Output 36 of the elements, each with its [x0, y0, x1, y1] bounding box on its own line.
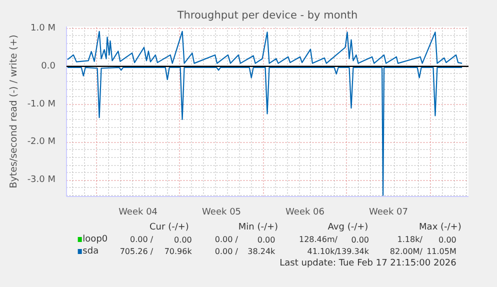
text: 0.00 — [351, 236, 370, 244]
text: 70.96k — [164, 247, 192, 256]
line-series — [66, 30, 463, 64]
text: 0.00 — [174, 236, 192, 244]
text: Last update: Tue Feb 17 21:15:00 2026 — [280, 258, 457, 268]
text: 0.00 / — [214, 247, 238, 256]
text: 82.00M/ — [390, 247, 423, 256]
text: 0.00 — [257, 236, 276, 244]
x-tick-label: Week 05 — [202, 208, 242, 218]
chart-title: Throughput per device - by month — [176, 10, 358, 22]
x-tick-label: Week 06 — [286, 208, 325, 218]
y-tick-label: -3.0 M — [27, 175, 56, 186]
x-tick-label: Week 04 — [118, 208, 158, 218]
text: Avg (-/+) — [328, 222, 368, 232]
y-tick-label: -1.0 M — [27, 99, 56, 110]
y-tick-label: 0.0 — [41, 61, 56, 72]
text: 705.26 / — [120, 247, 154, 256]
legend-label: sda — [82, 246, 99, 256]
y-tick-label: 1.0 M — [30, 23, 56, 34]
text: 38.24k — [248, 247, 276, 256]
text: 139.34k — [336, 247, 370, 256]
x-tick-label: Week 07 — [369, 208, 408, 218]
text: 0.00 / — [130, 235, 154, 244]
y-tick-label: -2.0 M — [27, 137, 56, 148]
text: 11.05M — [426, 247, 456, 256]
text: 128.46m/ — [298, 235, 338, 244]
text: 41.10k/ — [307, 247, 338, 256]
line-series — [66, 66, 463, 196]
text: 0.00 — [438, 236, 456, 244]
text: 1.18k/ — [397, 235, 423, 244]
text: 0.00 / — [214, 235, 238, 244]
text: Min (-/+) — [238, 222, 278, 232]
text: Cur (-/+) — [150, 222, 189, 232]
text: Max (-/+) — [419, 222, 462, 232]
legend-label: loop0 — [82, 234, 108, 244]
y-axis-title: Bytes/second read (-) / write (+) — [8, 34, 20, 188]
